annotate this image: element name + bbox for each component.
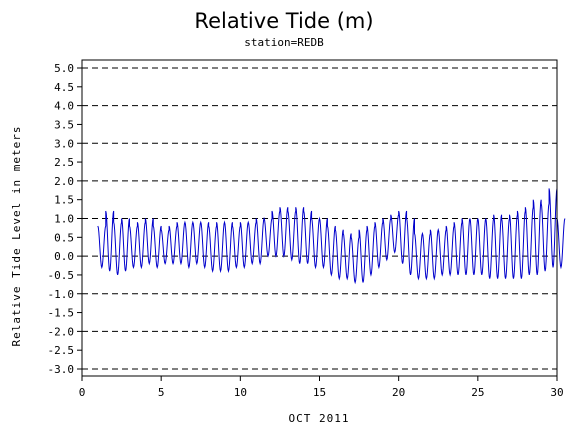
x-axis-ticks: 0 5 10 15 20 25 30 [79,376,564,399]
chart-title: Relative Tide (m) [194,9,373,33]
y-tick-label: 1.0 [54,213,74,226]
chart-subtitle: station=REDB [244,36,324,49]
y-axis-label: Relative Tide Level in meters [10,125,23,346]
x-tick-label: 10 [234,386,247,399]
y-tick-label: 4.0 [54,100,74,113]
y-tick-label: 0.5 [54,231,74,244]
y-tick-label: -3.0 [48,363,75,376]
series-layer [97,188,566,285]
y-tick-label: 4.5 [54,81,74,94]
y-axis-ticks: 5.0 4.5 4.0 3.5 3.0 2.5 2.0 1.5 1.0 0.5 0.0 -0.5 -1.… [48,62,82,376]
y-tick-label: -1.0 [48,288,75,301]
y-tick-label: 3.0 [54,137,74,150]
x-axis-label: OCT 2011 [289,412,350,425]
y-tick-label: -0.5 [48,269,75,282]
y-tick-label: -2.0 [48,325,75,338]
y-tick-label: -1.5 [48,307,75,320]
x-tick-label: 20 [392,386,405,399]
y-tick-label: 5.0 [54,62,74,75]
plot-frame [81,59,558,377]
x-tick-label: 25 [471,386,484,399]
tide-series-line [97,188,566,285]
y-tick-label: 0.0 [54,250,74,263]
y-tick-label: 1.5 [54,194,74,207]
y-tick-label: 2.0 [54,175,74,188]
y-tick-label: 2.5 [54,156,74,169]
y-tick-label: -2.5 [48,344,75,357]
x-tick-label: 5 [158,386,165,399]
x-tick-label: 15 [313,386,326,399]
x-tick-label: 30 [550,386,563,399]
y-tick-label: 3.5 [54,118,74,131]
x-tick-label: 0 [79,386,86,399]
